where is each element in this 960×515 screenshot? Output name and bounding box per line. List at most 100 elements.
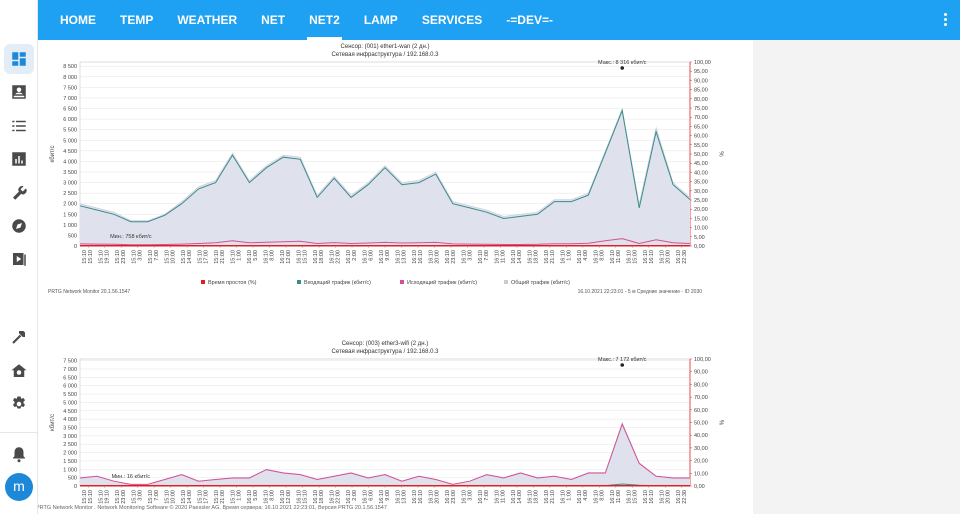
min-label: Мин.: 16 кбит/с bbox=[112, 474, 151, 480]
x-tick-date: 16:10 bbox=[363, 250, 369, 264]
y2-tick-label: 100,00 bbox=[694, 60, 711, 66]
x-tick-label: 16:10 bbox=[418, 250, 424, 264]
x-tick-label: 22:30 bbox=[682, 490, 688, 504]
tools-icon[interactable] bbox=[4, 178, 34, 208]
x-tick-label: 19:10 bbox=[105, 490, 111, 504]
x-tick-label: 15:00 bbox=[632, 490, 638, 504]
y2-tick-label: 45,00 bbox=[694, 161, 708, 167]
y-tick-label: 8 000 bbox=[63, 75, 77, 81]
x-tick-label: 18:00 bbox=[533, 250, 539, 264]
y-tick-label: 1 500 bbox=[63, 212, 77, 218]
x-tick-label: 13:00 bbox=[401, 250, 407, 264]
tab-lamp[interactable]: LAMP bbox=[363, 13, 398, 27]
x-tick-date: 16:10 bbox=[346, 250, 352, 264]
more-options-icon[interactable] bbox=[944, 13, 948, 27]
x-tick-date: 16:10 bbox=[676, 490, 682, 504]
y-tick-label: 0 bbox=[74, 484, 77, 490]
x-tick-date: 15:10 bbox=[132, 490, 138, 504]
reports-icon[interactable] bbox=[4, 144, 34, 174]
tab-services[interactable]: SERVICES bbox=[421, 13, 483, 27]
x-tick-date: 15:10 bbox=[165, 490, 171, 504]
y-tick-label: 8 500 bbox=[63, 64, 77, 70]
series-area-total bbox=[80, 108, 690, 246]
devices-icon[interactable] bbox=[4, 77, 34, 107]
x-tick-date: 15:10 bbox=[115, 490, 121, 504]
x-tick-date: 15:10 bbox=[99, 490, 105, 504]
x-tick-label: 3:00 bbox=[467, 250, 473, 261]
y-tick-label: 1 000 bbox=[63, 223, 77, 229]
x-tick-date: 16:10 bbox=[412, 250, 418, 264]
x-tick-label: 15:00 bbox=[632, 250, 638, 264]
x-tick-date: 16:10 bbox=[363, 490, 369, 504]
tab-temp[interactable]: TEMP bbox=[120, 13, 154, 27]
x-tick-date: 16:10 bbox=[247, 490, 253, 504]
dashboard-icon[interactable] bbox=[4, 44, 34, 74]
x-tick-date: 15:10 bbox=[132, 250, 138, 264]
x-tick-label: 17:00 bbox=[204, 250, 210, 264]
setup-icon[interactable] bbox=[4, 322, 34, 352]
x-tick-label: 23:00 bbox=[121, 250, 127, 264]
home-network-icon[interactable] bbox=[4, 356, 34, 386]
x-tick-date: 15:10 bbox=[181, 490, 187, 504]
legend-swatch bbox=[297, 280, 301, 284]
tab-net[interactable]: NET bbox=[261, 13, 286, 27]
y2-tick-label: 80,00 bbox=[694, 382, 708, 388]
y2-tick-label: 75,00 bbox=[694, 106, 708, 112]
y2-tick-label: 0,00 bbox=[694, 484, 705, 490]
x-tick-label: 4:00 bbox=[583, 250, 589, 261]
x-tick-date: 15:10 bbox=[82, 490, 88, 504]
x-tick-date: 16:10 bbox=[461, 490, 467, 504]
x-tick-date: 16:10 bbox=[560, 490, 566, 504]
x-tick-date: 16:10 bbox=[478, 490, 484, 504]
x-tick-label: 23:00 bbox=[451, 490, 457, 504]
y-tick-label: 500 bbox=[68, 233, 77, 239]
list-icon[interactable] bbox=[4, 111, 34, 141]
avatar[interactable]: m bbox=[5, 473, 33, 501]
y2-tick-label: 80,00 bbox=[694, 97, 708, 103]
y-tick-label: 5 000 bbox=[63, 138, 77, 144]
x-tick-label: 21:00 bbox=[220, 490, 226, 504]
x-tick-label: 9:00 bbox=[385, 490, 391, 501]
tab-net2[interactable]: NET2 bbox=[297, 0, 352, 40]
y2-tick-label: 70,00 bbox=[694, 115, 708, 121]
traffic-graph-ether1-wan: Сенсор: (001) ether1-wan (2 дн.) Сетевая … bbox=[48, 44, 726, 295]
x-tick-date: 16:10 bbox=[280, 490, 286, 504]
tab-dev[interactable]: -=DEV=- bbox=[506, 13, 553, 27]
x-tick-label: 1:00 bbox=[566, 490, 572, 501]
x-tick-label: 21:10 bbox=[550, 250, 556, 264]
x-tick-date: 15:10 bbox=[115, 250, 121, 264]
y-tick-label: 6 500 bbox=[63, 107, 77, 113]
x-tick-label: 7:00 bbox=[484, 250, 490, 261]
x-tick-label: 18:00 bbox=[319, 490, 325, 504]
x-tick-label: 7:00 bbox=[154, 490, 160, 501]
menu-icon[interactable] bbox=[10, 11, 28, 29]
status-bar: PRTG Network Monitor . Network Monitorin… bbox=[36, 505, 387, 511]
series-line bbox=[79, 107, 691, 221]
settings-icon[interactable] bbox=[4, 389, 34, 419]
x-tick-label: 11:00 bbox=[616, 250, 622, 263]
y-tick-label: 5 500 bbox=[63, 128, 77, 134]
x-tick-label: 1:00 bbox=[237, 250, 243, 261]
x-tick-label: 19:10 bbox=[105, 250, 111, 264]
bell-icon[interactable] bbox=[4, 439, 34, 469]
x-tick-date: 16:10 bbox=[626, 490, 632, 504]
x-tick-label: 15:10 bbox=[303, 250, 309, 264]
x-tick-label: 15:10 bbox=[88, 490, 94, 504]
max-label: Макс.: 7 172 кбит/с bbox=[598, 357, 647, 363]
play-icon[interactable] bbox=[4, 244, 34, 274]
x-tick-date: 16:10 bbox=[593, 250, 599, 264]
y2-tick-label: 85,00 bbox=[694, 88, 708, 94]
x-tick-label: 22:00 bbox=[336, 250, 342, 264]
x-tick-date: 16:10 bbox=[461, 250, 467, 264]
x-tick-date: 16:10 bbox=[577, 250, 583, 264]
y-tick-label: 4 000 bbox=[63, 159, 77, 165]
tab-weather[interactable]: WEATHER bbox=[177, 13, 238, 27]
x-tick-date: 16:10 bbox=[544, 250, 550, 264]
x-tick-date: 16:10 bbox=[643, 490, 649, 504]
legend-swatch bbox=[201, 280, 205, 284]
tab-home[interactable]: HOME bbox=[60, 13, 96, 27]
y-tick-label: 2 500 bbox=[63, 442, 77, 448]
y2-tick-label: 10,00 bbox=[694, 471, 708, 477]
maps-icon[interactable] bbox=[4, 211, 34, 241]
x-tick-label: 12:00 bbox=[286, 250, 292, 264]
